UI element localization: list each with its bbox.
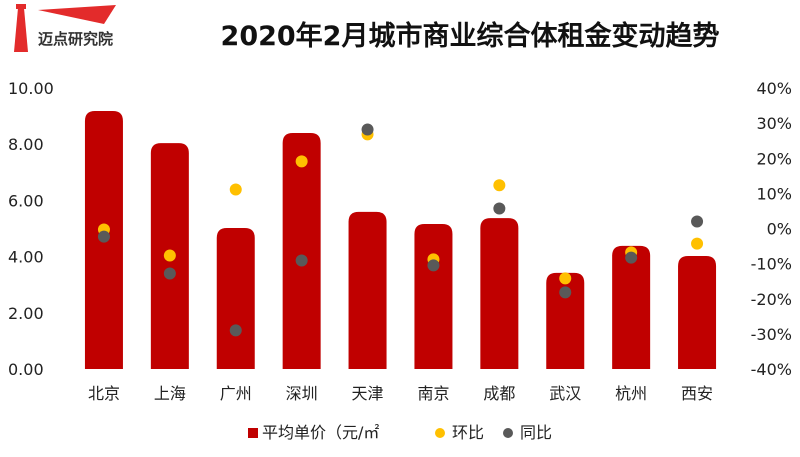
x-tick-label: 天津 [352,384,384,403]
x-tick-label: 深圳 [286,384,318,403]
y-tick-label: 10.00 [8,79,54,98]
lighthouse-logo-icon [14,4,116,52]
point-mom-8 [559,272,572,285]
y2-tick-label: -10% [751,255,792,274]
y2-tick-label: 10% [756,184,792,203]
point-yoy-7 [493,202,506,215]
point-yoy-3 [229,324,242,337]
x-tick-label: 上海 [154,384,186,403]
bar-4 [282,132,321,369]
point-yoy-1 [97,230,110,243]
x-tick-label: 西安 [681,384,713,403]
point-mom-2 [163,249,176,262]
point-yoy-8 [559,286,572,299]
point-mom-7 [493,179,506,192]
logo-text: 迈点研究院 [38,30,114,48]
bar-8 [546,272,585,369]
point-yoy-6 [427,259,440,272]
y2-tick-label: 40% [756,79,792,98]
point-yoy-2 [163,267,176,280]
point-mom-4 [295,155,308,168]
legend-swatch-yoy [503,428,513,438]
chart-title: 2020年2月城市商业综合体租金变动趋势 [220,21,720,52]
bar-3 [216,227,255,369]
y2-tick-label: -30% [751,325,792,344]
y2-tick-label: 30% [756,114,792,133]
legend-label-mom: 环比 [452,423,484,442]
x-tick-label: 武汉 [549,384,581,403]
bar-7 [480,218,519,369]
point-yoy-10 [691,215,704,228]
y2-tick-label: -20% [751,290,792,309]
y2-tick-label: -40% [751,360,792,379]
x-tick-label: 成都 [483,384,515,403]
legend-swatch-mom [435,428,445,438]
y2-tick-label: 0% [767,220,792,239]
bar-9 [612,245,651,369]
y-tick-label: 8.00 [8,135,44,154]
bar-6 [414,224,453,369]
y-tick-label: 2.00 [8,304,44,323]
y2-tick-label: 20% [756,149,792,168]
bar-5 [348,211,387,369]
bar-10 [678,256,717,369]
legend-swatch-bar [248,428,258,438]
y-tick-label: 6.00 [8,191,44,210]
point-yoy-9 [625,251,638,264]
x-tick-label: 杭州 [615,384,647,403]
x-tick-label: 广州 [220,384,252,403]
x-tick-label: 南京 [417,384,449,403]
legend-label-bar: 平均单价（元/㎡ [262,423,379,442]
point-yoy-4 [295,254,308,267]
y-tick-label: 0.00 [8,360,44,379]
point-yoy-5 [361,123,374,136]
y-tick-label: 4.00 [8,248,44,267]
point-mom-10 [691,237,704,250]
logo: 迈点研究院 [4,2,154,54]
x-tick-label: 北京 [88,384,120,403]
legend-label-yoy: 同比 [520,423,552,442]
point-mom-3 [229,183,242,196]
